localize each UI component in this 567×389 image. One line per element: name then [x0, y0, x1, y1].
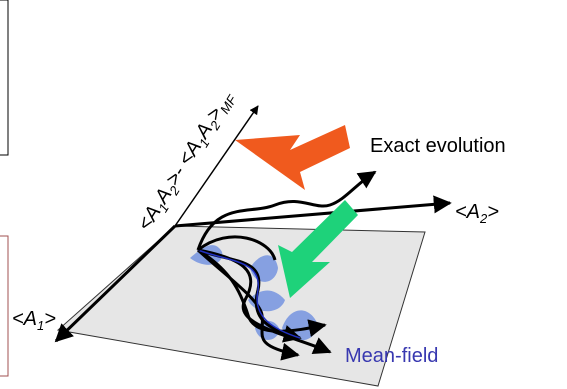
orange-arrow — [235, 125, 350, 190]
label-part: <A — [12, 308, 37, 330]
diagram: <A1A2>- <A1A2>MF Exact evolution <A2> <A… — [0, 0, 567, 389]
label-part: 1 — [37, 318, 44, 333]
exact-label: Exact evolution — [370, 135, 506, 157]
label-part: > — [487, 201, 499, 223]
correlation-label: <A1A2>- <A1A2>MF — [134, 86, 241, 236]
side-box — [0, 236, 8, 376]
mean-field-label: Mean-field — [345, 345, 438, 367]
label-part: <A — [455, 201, 480, 223]
label-part: > — [44, 308, 56, 330]
side-box — [0, 0, 8, 155]
a2-label: <A2> — [455, 201, 499, 226]
a1-label: <A1> — [12, 308, 56, 333]
